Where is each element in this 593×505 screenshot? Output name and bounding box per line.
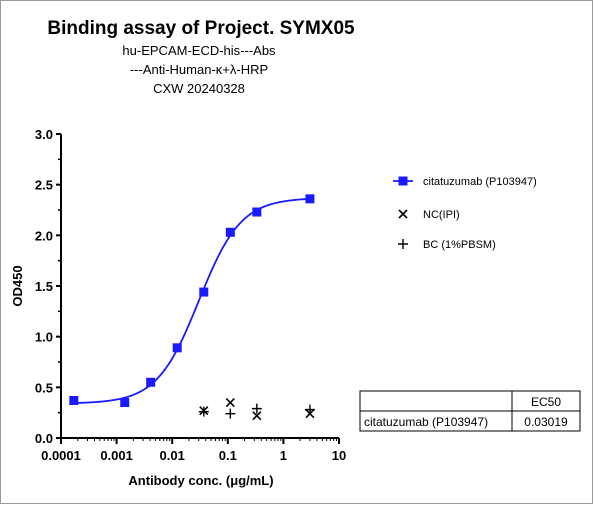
data-point-series-0 (120, 398, 130, 408)
y-tick-label: 3.0 (35, 127, 53, 142)
y-tick-label: 1.0 (35, 330, 53, 345)
data-point-series-0 (305, 194, 315, 204)
x-axis-title: Antibody conc. (μg/mL) (128, 473, 273, 488)
table-row-label: citatuzumab (P103947) (364, 415, 488, 429)
ec50-table: EC50 citatuzumab (P103947) 0.03019 (359, 390, 581, 432)
table-header-ec50: EC50 (531, 395, 561, 409)
table-row-value: 0.03019 (524, 415, 568, 429)
x-tick-label: 0.0001 (41, 448, 81, 463)
data-point-series-0 (146, 377, 156, 387)
y-axis-title: OD450 (10, 265, 25, 306)
chart-subtitle-line-3: CXW 20240328 (153, 81, 245, 96)
x-tick-label: 0.01 (160, 448, 185, 463)
data-point-series-2 (251, 403, 262, 414)
data-point-series-2 (304, 404, 315, 415)
legend-marker-1 (398, 209, 408, 219)
data-point-series-0 (199, 287, 209, 297)
chart-subtitle-line-1: hu-EPCAM-ECD-his---Abs (122, 43, 276, 58)
legend: citatuzumab (P103947) NC(IPI) BC (1%PBSM) (393, 176, 537, 251)
x-tick-label: 0.001 (100, 448, 133, 463)
y-tick-label: 1.5 (35, 279, 53, 294)
y-tick-label: 0.0 (35, 431, 53, 446)
x-tick-label: 10 (332, 448, 346, 463)
y-tick-label: 0.5 (35, 380, 53, 395)
legend-marker-2 (398, 239, 408, 249)
data-point-series-0 (252, 207, 262, 217)
x-tick-label: 0.1 (219, 448, 237, 463)
data-point-series-1 (252, 411, 262, 421)
x-tick-label: 1 (280, 448, 287, 463)
y-tick-label: 2.5 (35, 178, 53, 193)
y-tick-label: 2.0 (35, 228, 53, 243)
data-point-series-0 (172, 343, 182, 353)
chart-subtitle-line-2: ---Anti-Human-κ+λ-HRP (130, 62, 268, 77)
chart-title: Binding assay of Project. SYMX05 (47, 18, 355, 39)
data-point-series-0 (225, 227, 235, 237)
data-point-series-2 (198, 406, 209, 417)
fit-curve-citatuzumab (73, 197, 310, 404)
legend-marker-0 (398, 176, 408, 186)
data-point-series-0 (69, 396, 79, 406)
legend-label-0: citatuzumab (P103947) (423, 176, 537, 188)
data-point-series-1 (225, 397, 235, 408)
legend-label-2: BC (1%PBSM) (423, 239, 496, 251)
plot-area: 0.0 0.5 1.0 1.5 2.0 2.5 3.0 0.0001 0.001 0.01 0.1 1… (35, 127, 346, 463)
data-point-series-2 (225, 408, 236, 419)
legend-label-1: NC(IPI) (423, 209, 460, 221)
